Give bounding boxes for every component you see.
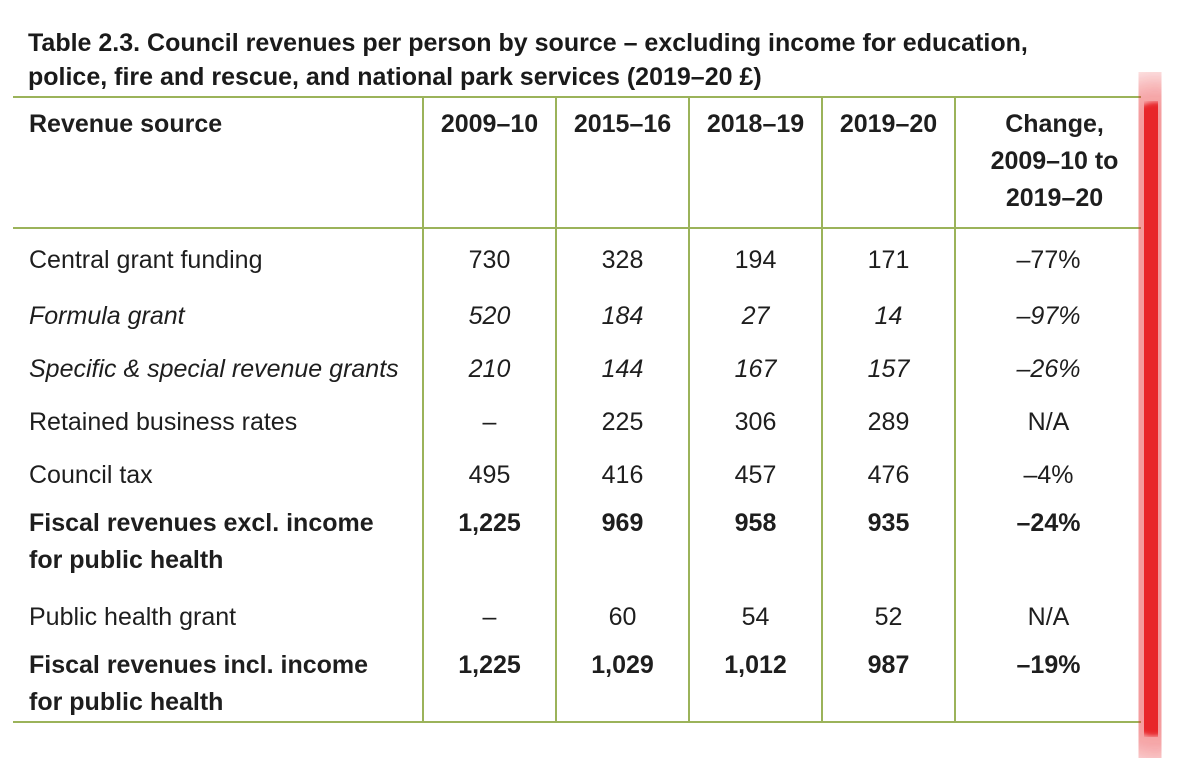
row-label: Fiscal revenues incl. income for public … — [13, 644, 423, 723]
row-label: Fiscal revenues excl. income for public … — [13, 502, 423, 591]
table-row: Public health grant – 60 54 52 N/A — [13, 591, 1141, 644]
row-label-line-1: Fiscal revenues excl. income — [29, 509, 374, 537]
table-row: Central grant funding 730 328 194 171 –7… — [13, 228, 1141, 290]
header-2009-10: 2009–10 — [422, 96, 556, 229]
cell-change: –24% — [954, 502, 1141, 591]
cell-2015-16: 144 — [555, 343, 689, 396]
cell-2018-19: 1,012 — [688, 644, 822, 723]
cell-2015-16: 225 — [555, 396, 689, 449]
cell-2015-16: 1,029 — [555, 644, 689, 723]
table-row: Specific & special revenue grants 210 14… — [13, 343, 1141, 396]
table-title-line-1: Table 2.3. Council revenues per person b… — [28, 29, 1028, 57]
cell-2009-10: – — [422, 591, 556, 644]
cell-2018-19: 167 — [688, 343, 822, 396]
cell-2019-20: 476 — [821, 449, 955, 502]
table-title: Table 2.3. Council revenues per person b… — [28, 26, 1158, 94]
cell-2019-20: 52 — [821, 591, 955, 644]
cell-change: N/A — [954, 591, 1141, 644]
cell-2015-16: 969 — [555, 502, 689, 591]
row-label-line-2: for public health — [29, 546, 224, 574]
table-row: Council tax 495 416 457 476 –4% — [13, 449, 1141, 502]
table-row-total: Fiscal revenues excl. income for public … — [13, 502, 1141, 591]
cell-2018-19: 958 — [688, 502, 822, 591]
cell-2015-16: 184 — [555, 290, 689, 343]
row-label: Specific & special revenue grants — [29, 355, 399, 383]
header-change-line-1: Change, — [1005, 110, 1104, 138]
table-row: Formula grant 520 184 27 14 –97% — [13, 290, 1141, 343]
cell-2009-10: 520 — [422, 290, 556, 343]
cell-2009-10: 1,225 — [422, 502, 556, 591]
row-label-line-1: Fiscal revenues incl. income — [29, 651, 369, 679]
cell-2018-19: 54 — [688, 591, 822, 644]
row-label: Retained business rates — [29, 408, 298, 436]
row-label: Council tax — [29, 461, 153, 489]
cell-2009-10: 495 — [422, 449, 556, 502]
header-2019-20: 2019–20 — [821, 96, 955, 229]
cell-2009-10: 730 — [422, 228, 556, 290]
row-label: Public health grant — [29, 603, 237, 631]
cell-2019-20: 157 — [821, 343, 955, 396]
table-row-total: Fiscal revenues incl. income for public … — [13, 644, 1141, 723]
header-change-line-3: 2019–20 — [1005, 184, 1104, 212]
header-change-line-2: 2009–10 to — [990, 147, 1119, 175]
highlighter-stroke — [1118, 102, 1184, 736]
table-row: Retained business rates – 225 306 289 N/… — [13, 396, 1141, 449]
cell-2018-19: 194 — [688, 228, 822, 290]
cell-2019-20: 935 — [821, 502, 955, 591]
cell-2009-10: 1,225 — [422, 644, 556, 723]
cell-2018-19: 457 — [688, 449, 822, 502]
header-revenue-source: Revenue source — [13, 96, 423, 229]
cell-2009-10: – — [422, 396, 556, 449]
table-title-line-2: police, fire and rescue, and national pa… — [28, 63, 762, 91]
cell-2019-20: 987 — [821, 644, 955, 723]
cell-2019-20: 14 — [821, 290, 955, 343]
header-change: Change, 2009–10 to 2019–20 — [954, 96, 1141, 229]
cell-2019-20: 289 — [821, 396, 955, 449]
cell-change: –97% — [954, 290, 1141, 343]
cell-2019-20: 171 — [821, 228, 955, 290]
row-label-line-2: for public health — [29, 688, 224, 716]
header-2015-16: 2015–16 — [555, 96, 689, 229]
header-row: Revenue source 2009–10 2015–16 2018–19 2… — [13, 96, 1141, 229]
cell-change: –26% — [954, 343, 1141, 396]
cell-change: –19% — [954, 644, 1141, 723]
cell-2015-16: 328 — [555, 228, 689, 290]
row-label: Central grant funding — [29, 246, 263, 274]
header-2018-19: 2018–19 — [688, 96, 822, 229]
cell-change: N/A — [954, 396, 1141, 449]
highlighter-glow — [1100, 75, 1200, 758]
cell-2018-19: 27 — [688, 290, 822, 343]
cell-2009-10: 210 — [422, 343, 556, 396]
cell-2015-16: 60 — [555, 591, 689, 644]
cell-change: –77% — [954, 228, 1141, 290]
row-label: Formula grant — [29, 302, 185, 330]
cell-2018-19: 306 — [688, 396, 822, 449]
cell-2015-16: 416 — [555, 449, 689, 502]
cell-change: –4% — [954, 449, 1141, 502]
revenue-table: Revenue source 2009–10 2015–16 2018–19 2… — [13, 96, 1141, 723]
